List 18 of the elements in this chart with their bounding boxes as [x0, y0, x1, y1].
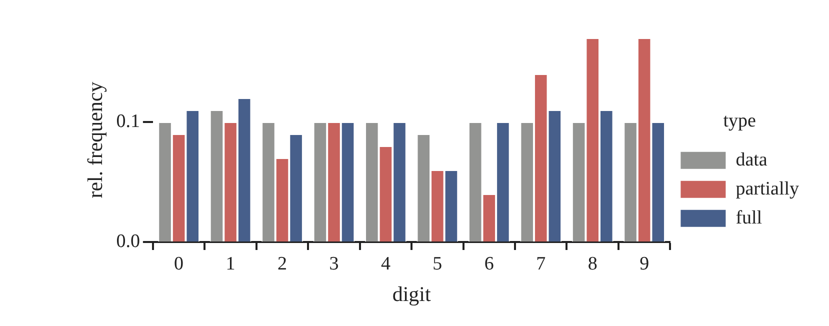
- x-tick-label: 7: [536, 253, 546, 274]
- y-tick-label: 0.0: [116, 230, 140, 252]
- y-tick-label: 0.1: [116, 110, 140, 132]
- legend-label: data: [736, 149, 768, 170]
- x-tick-label: 2: [278, 253, 288, 274]
- x-tick-label: 5: [432, 253, 442, 274]
- x-axis-title: digit: [392, 282, 431, 306]
- x-tick-label: 1: [226, 253, 236, 274]
- x-tick-label: 4: [380, 253, 391, 274]
- legend-label: full: [736, 207, 762, 228]
- x-tick-label: 9: [640, 253, 650, 274]
- x-tick-label: 8: [588, 253, 598, 274]
- legend-title: type: [723, 110, 756, 132]
- y-axis-title: rel. frequency: [83, 81, 108, 198]
- legend-label: partially: [736, 178, 800, 200]
- x-tick-label: 0: [174, 253, 184, 274]
- x-tick-label: 6: [484, 253, 494, 274]
- x-tick-label: 3: [329, 253, 339, 274]
